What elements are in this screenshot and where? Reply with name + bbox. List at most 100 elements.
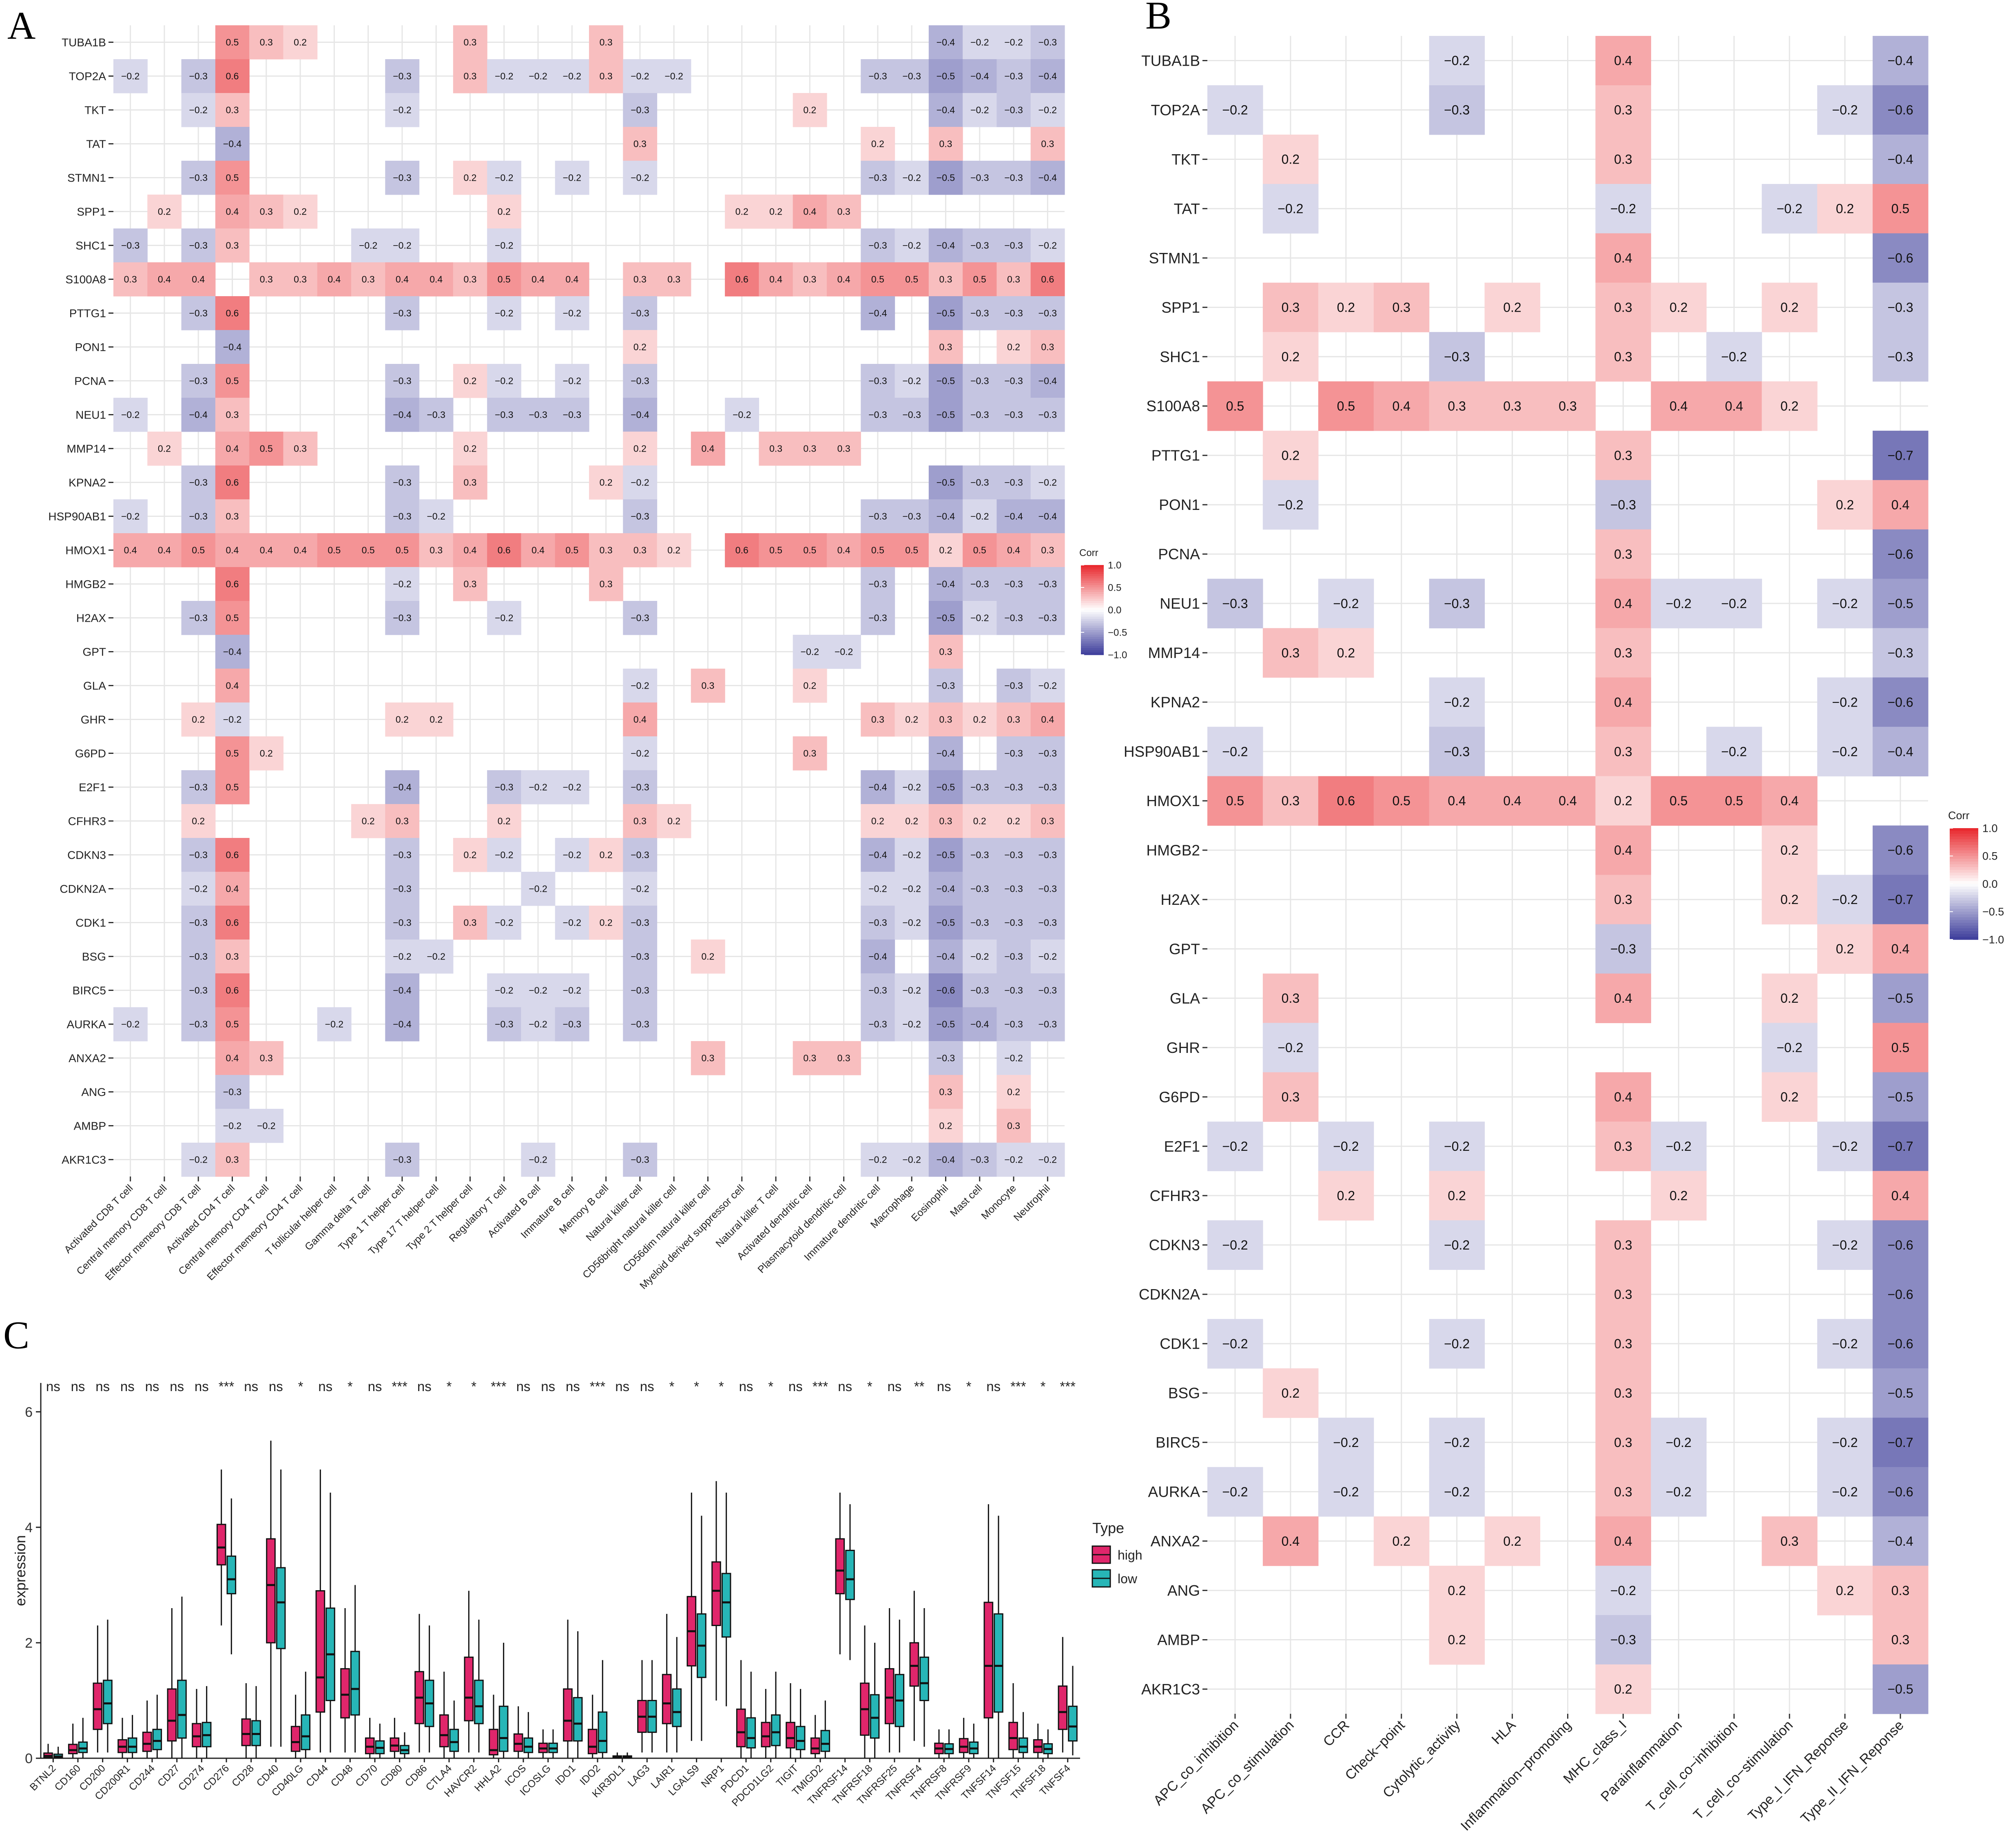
heatmap-a-cell-gpt-plasmacytoid-dendritic-cell	[827, 635, 861, 669]
heatmap-a-legend-tick-label: −0.5	[1108, 627, 1127, 638]
heatmap-b-cell-value: 0.4	[1891, 497, 1909, 512]
heatmap-a-row-label-ambp: AMBP	[74, 1119, 106, 1132]
heatmap-a-cell-value: 0.5	[226, 37, 239, 48]
heatmap-b-cell-cdkn3-type-i-ifn-reponse	[1817, 1220, 1873, 1270]
heatmap-a-cell-value: 0.3	[600, 579, 613, 589]
heatmap-a-cell-value: 0.5	[973, 274, 986, 285]
heatmap-a-cell-value: −0.5	[937, 376, 955, 386]
heatmap-a-cell-hmox1-type-17-t-helper-cell	[419, 533, 454, 567]
heatmap-a-cell-value: −0.3	[393, 884, 411, 894]
heatmap-b-cell-s100a8-parainflammation	[1651, 381, 1707, 431]
box-cd244-high	[142, 1731, 152, 1752]
x-tick-label-cd80: CD80	[378, 1762, 405, 1789]
heatmap-b-cell-e2f1-mhc-class-i	[1595, 1121, 1651, 1171]
box-nrp1-low	[721, 1573, 731, 1638]
heatmap-a-cell-value: 0.3	[600, 71, 613, 82]
heatmap-a-cell-shc1-effector-memeory-cd8-t-cell	[181, 228, 216, 263]
heatmap-a-cell-akr1c3-activated-cd4-t-cell	[215, 1143, 250, 1177]
heatmap-a-legend-swatch	[1081, 569, 1104, 572]
heatmap-a-cell-value: −0.2	[903, 1019, 921, 1030]
heatmap-a-cell-top2a-activated-cd4-t-cell	[215, 59, 250, 93]
heatmap-b-cell-value: −0.2	[1832, 1336, 1858, 1351]
heatmap-a-cell-value: 0.3	[464, 477, 477, 488]
heatmap-a-cell-value: 0.3	[803, 443, 816, 454]
heatmap-a-cell-value: −0.3	[393, 173, 411, 183]
heatmap-a-cell-mmp14-cd56dim-natural-killer-cell	[691, 432, 725, 466]
heatmap-b-cell-value: 0.2	[1836, 942, 1854, 956]
heatmap-b-cell-ang-cytolytic-activity	[1429, 1566, 1485, 1615]
heatmap-a-cell-cdk1-natural-killer-cell	[623, 906, 658, 940]
heatmap-b-col-label-hla: HLA	[1489, 1717, 1519, 1748]
heatmap-b-legend-swatch	[1950, 897, 1978, 901]
heatmap-a-cell-value: −0.5	[937, 308, 955, 319]
heatmap-b-row-label-ang: ANG	[1167, 1582, 1200, 1599]
heatmap-a-cell-hsp90ab1-monocyte	[996, 499, 1031, 534]
heatmap-a-cell-value: −0.2	[631, 173, 649, 183]
heatmap-a-cell-anxa2-eosinophil	[928, 1041, 963, 1075]
heatmap-a-legend-swatch	[1081, 585, 1104, 588]
heatmap-b-cell-aurka-apc-co-inhibition	[1207, 1467, 1263, 1517]
heatmap-b-cell-value: 0.2	[1282, 350, 1300, 364]
panel-letter-a: A	[7, 4, 35, 47]
heatmap-b-cell-birc5-cytolytic-activity	[1429, 1418, 1485, 1467]
heatmap-b-cell-value: 0.3	[1282, 645, 1300, 660]
heatmap-b-cell-value: −0.2	[1222, 1336, 1248, 1351]
heatmap-a-cell-value: −0.2	[563, 71, 581, 82]
heatmap-a-cell-value: −0.3	[903, 410, 921, 420]
heatmap-a-cell-value: −0.3	[631, 613, 649, 623]
heatmap-a-cell-gpt-activated-dendritic-cell	[793, 635, 827, 669]
heatmap-a-cell-value: 0.2	[803, 105, 816, 115]
heatmap-a-cell-value: 0.3	[1041, 816, 1054, 827]
heatmap-b-cell-value: 0.3	[1891, 1583, 1909, 1598]
heatmap-b-cell-hsp90ab1-t-cell-co-inhibition	[1706, 727, 1762, 777]
heatmap-b-cell-birc5-ccr	[1318, 1418, 1374, 1467]
heatmap-a-cell-kpna2-mast-cell	[963, 465, 997, 500]
heatmap-b-cell-value: −0.2	[1222, 1139, 1248, 1154]
heatmap-a-cell-value: −0.3	[495, 410, 513, 420]
heatmap-a-cell-spp1-myeloid-derived-suppressor-cell	[725, 195, 759, 229]
heatmap-a-cell-stmn1-immature-dendritic-cell	[861, 161, 895, 195]
heatmap-b-cell-ghr-type-ii-ifn-reponse	[1873, 1023, 1929, 1072]
y-tick-label: 4	[25, 1520, 33, 1536]
heatmap-b-row-label-akr1c3: AKR1C3	[1141, 1681, 1200, 1697]
heatmap-b-row-label-pcna: PCNA	[1158, 546, 1200, 563]
sig-label-tnfrsf4: **	[914, 1379, 925, 1394]
heatmap-b-cell-h2ax-t-cell-co-stimulation	[1762, 875, 1818, 925]
heatmap-b-cell-shc1-type-ii-ifn-reponse	[1873, 332, 1929, 382]
heatmap-a-cell-hmox1-t-follicular-helper-cell	[317, 533, 352, 567]
sig-label-havcr2: *	[471, 1379, 476, 1394]
box-tnfrsf4-high	[909, 1642, 919, 1687]
box-ctla4-high	[439, 1714, 449, 1748]
heatmap-a-cell-value: −0.4	[868, 850, 887, 860]
heatmap-a-cell-value: 0.2	[871, 139, 884, 149]
heatmap-b-cell-value: −0.7	[1887, 448, 1913, 463]
heatmap-b-row-label-neu1: NEU1	[1160, 595, 1200, 612]
heatmap-a-cell-value: 0.5	[226, 173, 239, 183]
heatmap-b-row-label-spp1: SPP1	[1161, 299, 1200, 316]
heatmap-a-cell-value: 0.6	[226, 71, 239, 82]
heatmap-a-cell-aurka-t-follicular-helper-cell	[317, 1007, 352, 1041]
heatmap-b-cell-value: 0.4	[1282, 1534, 1300, 1549]
sig-label-ctla4: *	[447, 1379, 452, 1394]
heatmap-a-cell-g6pd-neutrophil	[1030, 736, 1065, 771]
heatmap-a-cell-value: −0.3	[868, 579, 887, 589]
heatmap-b-cell-value: 0.5	[1725, 793, 1743, 808]
heatmap-a-cell-value: −0.2	[868, 1154, 887, 1165]
heatmap-a-cell-aurka-natural-killer-cell	[623, 1007, 658, 1041]
heatmap-a-cell-value: 0.4	[226, 443, 239, 454]
heatmap-b-cell-value: −0.2	[1333, 596, 1359, 611]
heatmap-b-cell-mmp14-apc-co-stimulation	[1262, 628, 1319, 678]
heatmap-a-cell-e2f1-macrophage	[895, 770, 929, 804]
heatmap-a-cell-tuba1b-memory-b-cell	[589, 25, 623, 60]
box-havcr2-high	[464, 1656, 474, 1722]
heatmap-b-cell-hmox1-t-cell-co-stimulation	[1762, 776, 1818, 826]
box-tnfsf4-low	[1068, 1706, 1078, 1742]
sig-label-cd274: ns	[195, 1379, 209, 1394]
heatmap-a-col-label-type-2-t-helper-cell: Type 2 T helper cell	[404, 1182, 475, 1253]
heatmap-b-cell-aurka-cytolytic-activity	[1429, 1467, 1485, 1517]
heatmap-a-cell-value: −0.3	[189, 71, 208, 82]
heatmap-b-cell-hmox1-check-point	[1373, 776, 1430, 826]
heatmap-b-cell-hmgb2-type-ii-ifn-reponse	[1873, 825, 1929, 875]
heatmap-b-cell-value: −0.5	[1887, 1090, 1913, 1104]
box-pdcd1-low	[746, 1717, 756, 1749]
